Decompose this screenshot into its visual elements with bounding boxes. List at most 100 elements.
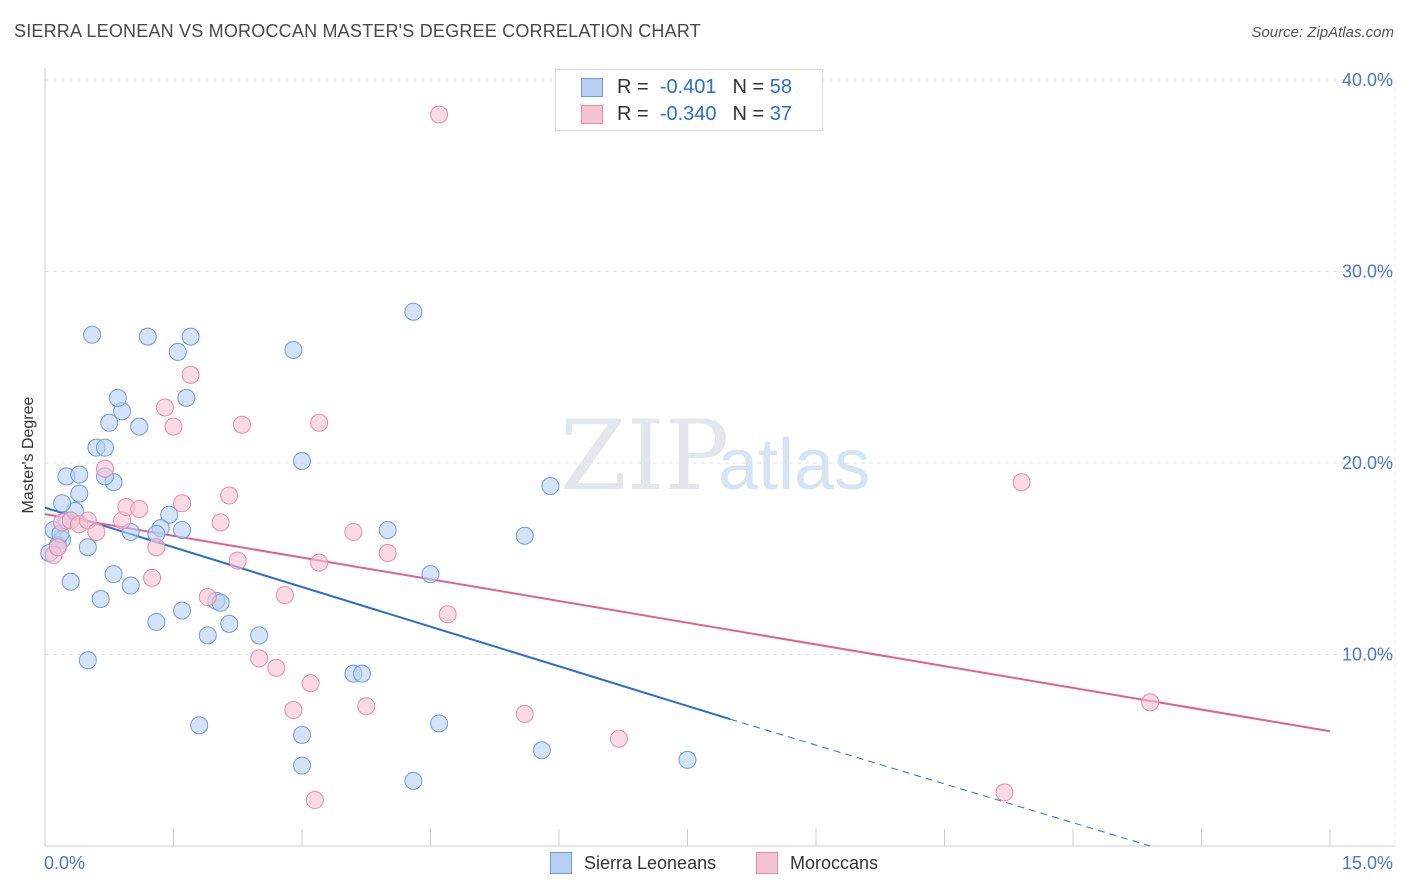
- data-point: [198, 588, 217, 607]
- data-point: [220, 486, 239, 505]
- data-point: [310, 413, 329, 432]
- data-point: [220, 614, 239, 633]
- data-point: [78, 651, 97, 670]
- watermark: ZIP atlas: [560, 400, 870, 512]
- data-point: [160, 505, 179, 524]
- data-point: [404, 302, 423, 321]
- data-point: [275, 586, 294, 605]
- data-point: [609, 729, 628, 748]
- x-tick-label-min: 0.0%: [44, 853, 85, 873]
- data-point: [53, 494, 72, 513]
- data-point: [173, 601, 192, 620]
- data-point: [1141, 693, 1160, 712]
- data-point: [250, 626, 269, 645]
- data-point: [541, 476, 560, 495]
- legend-item-moroccans[interactable]: Moroccans: [756, 852, 878, 874]
- data-point: [305, 791, 324, 810]
- axes: [44, 68, 1395, 847]
- data-point: [198, 626, 217, 645]
- legend-r-value: -0.401: [659, 75, 717, 98]
- legend-swatch-pink: [756, 852, 778, 874]
- legend-row-sierra-leoneans: R = -0.401 N = 58: [581, 75, 792, 99]
- data-point: [181, 327, 200, 346]
- data-point: [228, 551, 247, 570]
- data-point: [378, 521, 397, 540]
- stats-legend: R = -0.401 N = 58 R = -0.340 N = 37: [555, 69, 823, 131]
- data-point: [284, 701, 303, 720]
- data-point: [301, 674, 320, 693]
- data-point: [121, 576, 140, 595]
- data-point: [293, 756, 311, 775]
- data-point: [430, 105, 449, 124]
- series-sierra-leoneans: [40, 302, 697, 790]
- data-point: [147, 538, 166, 557]
- data-point: [190, 716, 209, 735]
- data-points: [40, 105, 1160, 810]
- watermark-zip: ZIP: [560, 400, 729, 512]
- data-point: [95, 438, 114, 457]
- data-point: [70, 484, 89, 503]
- trend-line-moroccans: [44, 513, 1331, 733]
- data-point: [284, 341, 303, 360]
- data-point: [168, 342, 187, 361]
- trend-line-sierra-leoneans-extension: [730, 718, 1151, 847]
- data-point: [164, 417, 183, 436]
- data-point: [147, 612, 166, 631]
- data-point: [211, 513, 230, 532]
- y-tick-label: 20.0%: [1342, 453, 1393, 473]
- data-point: [352, 664, 371, 683]
- data-point: [130, 499, 149, 518]
- data-point: [173, 494, 192, 513]
- data-point: [995, 783, 1014, 802]
- data-point: [678, 750, 697, 769]
- legend-label: Moroccans: [790, 852, 879, 873]
- data-point: [293, 725, 311, 744]
- data-point: [515, 704, 534, 723]
- data-point: [404, 771, 423, 790]
- legend-r-value: -0.340: [659, 102, 717, 125]
- data-point: [104, 565, 123, 584]
- data-point: [357, 697, 376, 716]
- data-point: [293, 452, 311, 471]
- data-point: [438, 605, 457, 624]
- data-point: [173, 521, 192, 540]
- data-point: [83, 325, 102, 344]
- data-point: [250, 649, 269, 668]
- legend-n-label: N =: [732, 102, 765, 125]
- data-point: [430, 714, 449, 733]
- data-point: [100, 413, 119, 432]
- data-point: [130, 417, 149, 436]
- data-point: [532, 741, 551, 760]
- series-moroccans: [44, 105, 1160, 810]
- tick-labels: 10.0% 20.0% 30.0% 40.0% 0.0% 15.0%: [44, 70, 1393, 873]
- data-point: [1012, 473, 1031, 492]
- data-point: [61, 572, 80, 591]
- data-point: [78, 538, 97, 557]
- data-point: [108, 388, 127, 407]
- y-axis-label: Master's Degree: [20, 396, 37, 513]
- legend-n-value: 58: [769, 75, 793, 98]
- data-point: [48, 538, 67, 557]
- data-point: [421, 565, 440, 584]
- series-legend: Sierra Leoneans Moroccans: [0, 852, 1406, 878]
- data-point: [95, 459, 114, 478]
- legend-r-label: R =: [617, 75, 649, 98]
- legend-row-moroccans: R = -0.340 N = 37: [581, 102, 792, 126]
- legend-swatch-pink: [581, 104, 603, 124]
- data-point: [267, 658, 286, 677]
- legend-swatch-blue: [550, 852, 572, 874]
- data-point: [155, 398, 174, 417]
- data-point: [233, 415, 252, 434]
- x-tick-label-max: 15.0%: [1342, 853, 1393, 873]
- legend-n-value: 37: [769, 102, 793, 125]
- data-point: [91, 589, 110, 608]
- legend-item-sierra-leoneans[interactable]: Sierra Leoneans: [550, 852, 716, 874]
- legend-label: Sierra Leoneans: [584, 852, 717, 873]
- legend-r-label: R =: [617, 102, 649, 125]
- chart-title: SIERRA LEONEAN VS MOROCCAN MASTER'S DEGR…: [14, 21, 701, 41]
- data-point: [515, 526, 534, 545]
- source-label: Source: ZipAtlas.com: [1251, 24, 1394, 41]
- legend-swatch-blue: [581, 77, 603, 97]
- watermark-atlas: atlas: [718, 425, 870, 505]
